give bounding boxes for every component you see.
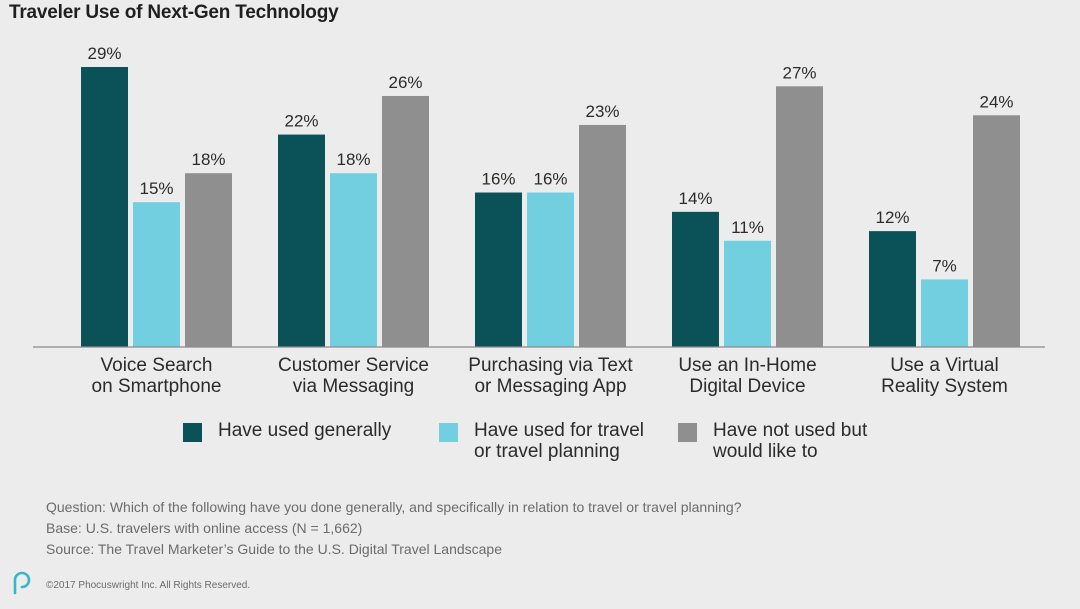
base-note: Base: U.S. travelers with online access … xyxy=(46,520,363,536)
bar-0-series-2 xyxy=(185,173,232,347)
bar-value-label: 18% xyxy=(191,150,225,169)
legend-swatch-series-1 xyxy=(439,423,458,442)
chart-title: Traveler Use of Next-Gen Technology xyxy=(9,2,339,23)
bar-value-label: 14% xyxy=(678,189,712,208)
bar-1-series-0 xyxy=(278,134,325,347)
bar-value-label: 24% xyxy=(979,92,1013,111)
bar-3-series-2 xyxy=(776,86,823,347)
category-label: Use a Virtual xyxy=(890,355,998,376)
category-label: via Messaging xyxy=(293,376,414,397)
legend-item-have-not-used: Have not used but would like to xyxy=(678,420,867,462)
bar-2-series-2 xyxy=(579,124,626,348)
category-label: Use an In-Home xyxy=(678,355,816,376)
bars-group xyxy=(81,67,1020,348)
legend-swatch-series-0 xyxy=(183,423,202,442)
bar-value-label: 11% xyxy=(731,218,764,237)
legend-label-series-1: Have used for travel or travel planning xyxy=(474,420,645,462)
copyright-footer: ©2017 Phocuswright Inc. All Rights Reser… xyxy=(46,580,251,591)
bar-chart: 29% 15% 18% 22% 18% 26% 16% 16% 23% 14% 11% 27% 12% 7… xyxy=(33,44,1045,397)
source-note: Source: The Travel Marketer’s Guide to t… xyxy=(46,541,503,557)
legend-item-have-used-for-travel: Have used for travel or travel planning xyxy=(439,420,644,462)
bar-value-label: 26% xyxy=(388,73,422,92)
bar-2-series-0 xyxy=(475,192,522,347)
bar-value-label: 15% xyxy=(139,179,173,198)
chart-notes: Question: Which of the following have yo… xyxy=(46,497,741,560)
bar-value-label: 23% xyxy=(585,102,619,121)
bar-4-series-2 xyxy=(973,115,1020,347)
legend-label-series-2: Have not used but would like to xyxy=(713,420,868,462)
category-label: on Smartphone xyxy=(92,376,222,397)
bar-value-label: 12% xyxy=(875,208,909,227)
bar-value-label: 22% xyxy=(284,112,318,131)
bar-value-label: 16% xyxy=(481,170,515,189)
bar-4-series-1 xyxy=(921,279,968,347)
category-label: Voice Search xyxy=(101,355,213,376)
category-label: Purchasing via Text xyxy=(468,355,633,376)
bar-3-series-1 xyxy=(724,240,771,347)
bar-value-label: 7% xyxy=(932,256,957,275)
bar-1-series-1 xyxy=(330,173,377,347)
category-label: Customer Service xyxy=(278,355,429,376)
category-label: Digital Device xyxy=(689,376,805,397)
legend: Have used generally Have used for travel… xyxy=(0,420,1080,470)
category-label: or Messaging App xyxy=(474,376,626,397)
question-note: Question: Which of the following have yo… xyxy=(46,499,742,515)
bar-0-series-1 xyxy=(133,202,180,347)
bar-2-series-1 xyxy=(527,192,574,347)
category-label: Reality System xyxy=(881,376,1008,397)
bar-value-label: 16% xyxy=(533,170,567,189)
bar-1-series-2 xyxy=(382,95,429,347)
bar-labels-group: 29% 15% 18% 22% 18% 26% 16% 16% 23% 14% 11% 27% 12% 7… xyxy=(87,44,1013,275)
bar-value-label: 18% xyxy=(336,150,370,169)
legend-swatch-series-2 xyxy=(678,423,697,442)
bar-value-label: 29% xyxy=(87,44,121,63)
bar-4-series-0 xyxy=(869,231,916,347)
phocuswright-logo-icon xyxy=(13,571,31,595)
bar-0-series-0 xyxy=(81,67,128,347)
bar-3-series-0 xyxy=(672,211,719,347)
legend-label-series-0: Have used generally xyxy=(218,420,392,441)
bar-value-label: 27% xyxy=(782,63,816,82)
legend-item-have-used-generally: Have used generally xyxy=(183,420,391,442)
